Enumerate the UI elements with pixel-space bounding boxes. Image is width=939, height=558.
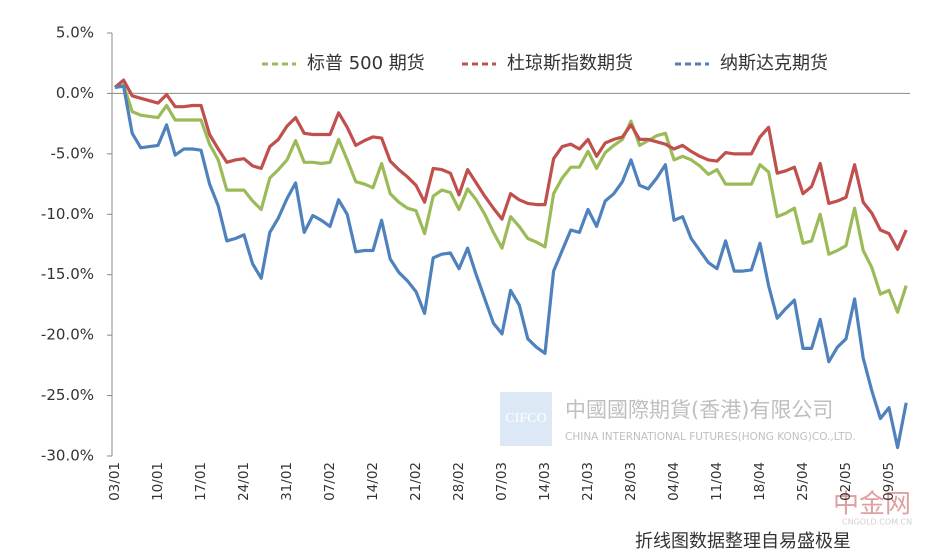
annotation: CNGOLD.COM.CN bbox=[842, 518, 912, 527]
series-line bbox=[114, 83, 908, 314]
annotation: 中金网 bbox=[833, 490, 911, 520]
x-tick-label: 24/01 bbox=[236, 462, 252, 501]
y-tick-label: 0.0% bbox=[56, 84, 94, 102]
y-tick-label: -25.0% bbox=[41, 386, 94, 404]
y-tick-label: -30.0% bbox=[41, 447, 94, 465]
watermark-logo bbox=[500, 392, 552, 446]
legend-label: 纳斯达克期货 bbox=[720, 53, 828, 74]
x-tick-label: 04/04 bbox=[666, 462, 682, 501]
x-tick-label: 09/05 bbox=[881, 462, 897, 501]
annotation: CHINA INTERNATIONAL FUTURES(HONG KONG)CO… bbox=[565, 431, 856, 443]
series-line bbox=[113, 78, 908, 251]
x-tick-label: 10/01 bbox=[150, 462, 166, 501]
x-tick-label: 07/03 bbox=[494, 462, 510, 501]
x-tick-label: 17/01 bbox=[193, 462, 209, 501]
x-tick-label: 28/03 bbox=[623, 462, 639, 501]
y-tick-label: -5.0% bbox=[50, 144, 94, 162]
x-tick-label: 02/05 bbox=[838, 462, 854, 501]
x-tick-label: 14/02 bbox=[365, 462, 381, 501]
annotation: 中國國際期貨(香港)有限公司 bbox=[565, 398, 833, 422]
annotation: 折线图数据整理自易盛极星 bbox=[635, 531, 851, 552]
series-line bbox=[114, 84, 908, 450]
x-tick-label: 11/04 bbox=[709, 462, 725, 501]
x-tick-label: 14/03 bbox=[537, 462, 553, 501]
x-tick-label: 28/02 bbox=[451, 462, 467, 501]
legend-label: 标普 500 期货 bbox=[307, 53, 425, 74]
x-tick-label: 25/04 bbox=[795, 462, 811, 501]
x-tick-label: 21/03 bbox=[580, 462, 596, 501]
legend-label: 杜琼斯指数期货 bbox=[507, 53, 633, 74]
y-tick-label: 5.0% bbox=[56, 24, 94, 42]
x-tick-label: 31/01 bbox=[279, 462, 295, 501]
annotation: CIFCO bbox=[505, 411, 546, 426]
y-tick-label: -10.0% bbox=[41, 205, 94, 223]
x-tick-label: 07/02 bbox=[322, 462, 338, 501]
x-tick-label: 21/02 bbox=[408, 462, 424, 501]
y-tick-label: -15.0% bbox=[41, 265, 94, 283]
x-tick-label: 18/04 bbox=[752, 462, 768, 501]
y-tick-label: -20.0% bbox=[41, 326, 94, 344]
x-tick-label: 03/01 bbox=[107, 462, 123, 501]
